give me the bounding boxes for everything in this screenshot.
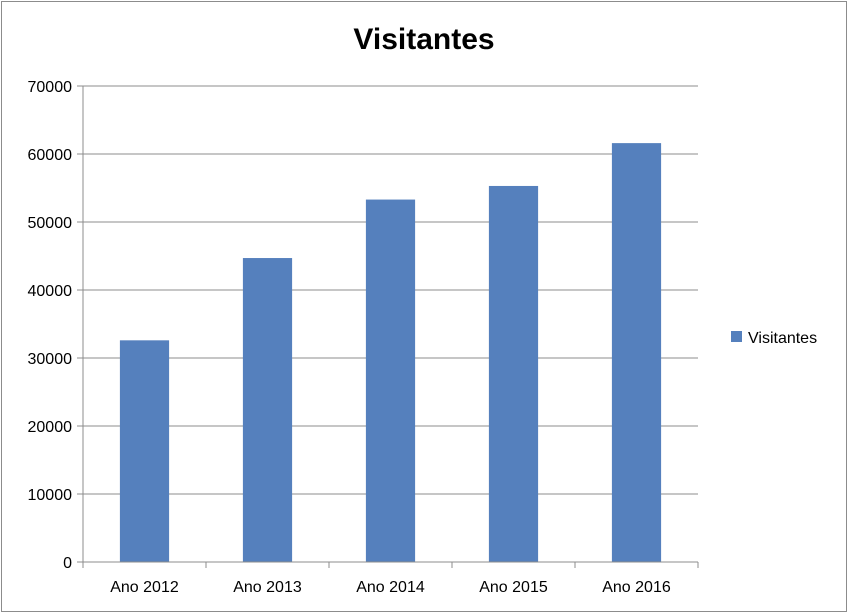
legend-swatch	[731, 331, 742, 342]
bars	[119, 143, 662, 562]
y-tick-label: 0	[63, 555, 72, 572]
y-tick-label: 60000	[28, 147, 73, 164]
x-tick-label: Ano 2015	[479, 579, 548, 596]
bar-ano-2014	[365, 199, 416, 562]
bar-ano-2012	[119, 340, 170, 562]
x-tick-label: Ano 2013	[233, 579, 302, 596]
x-axis: Ano 2012 Ano 2013 Ano 2014 Ano 2015 Ano 2016	[82, 561, 699, 596]
bar-ano-2015	[488, 185, 539, 562]
chart-title: Visitantes	[353, 23, 494, 56]
y-tick-label: 10000	[28, 487, 73, 504]
y-tick-label: 40000	[28, 283, 73, 300]
x-tick-label: Ano 2014	[356, 579, 425, 596]
x-tick-label: Ano 2012	[110, 579, 179, 596]
y-tick-label: 50000	[28, 215, 73, 232]
y-axis: 0 10000 20000 30000 40000 50000 60000 70000	[28, 79, 84, 572]
y-tick-label: 70000	[28, 79, 73, 96]
legend-label: Visitantes	[748, 330, 817, 347]
bar-ano-2016	[611, 143, 662, 562]
y-tick-label: 30000	[28, 351, 73, 368]
legend: Visitantes	[731, 330, 817, 347]
x-tick-label: Ano 2016	[602, 579, 671, 596]
bar-ano-2013	[242, 258, 293, 562]
y-tick-label: 20000	[28, 419, 73, 436]
